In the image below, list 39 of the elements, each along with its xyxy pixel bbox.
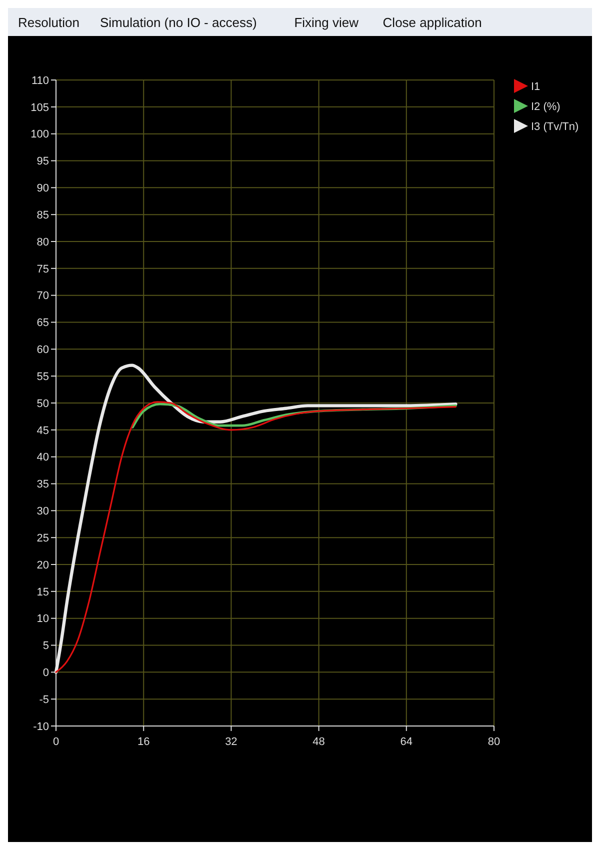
y-tick-label: 15 [36,586,49,598]
y-tick-label: 95 [36,156,49,168]
y-tick-label: 30 [36,506,49,518]
x-tick-label: 48 [312,736,325,748]
text: Resolution [18,15,80,30]
text: Close application [382,15,482,30]
y-tick-label: 50 [36,398,49,410]
legend-label: I3 (Tv/Tn) [531,120,579,133]
x-tick-label: 0 [52,736,60,748]
y-tick-label: -5 [39,694,49,706]
y-tick-label: 80 [36,236,49,248]
y-tick-label: 40 [36,452,49,464]
line-series [131,402,457,428]
text: Fixing view [294,15,360,30]
y-tick-label: 55 [36,370,49,383]
y-tick-label: 65 [36,317,49,330]
x-tick-label: 80 [488,736,500,748]
y-tick-label: 45 [36,424,49,437]
y-tick-label: 5 [42,640,49,652]
y-tick-label: 25 [36,532,49,544]
y-tick-label: 10 [36,613,49,626]
y-tick-label: 85 [36,209,49,222]
y-tick-label: 110 [31,74,49,87]
x-tick-label: 64 [400,736,413,748]
y-tick-label: 35 [36,478,49,491]
y-tick-label: 100 [30,128,49,141]
legend-label: I1 [531,80,540,93]
y-tick-label: -10 [33,720,49,733]
y-tick-label: 90 [36,182,49,195]
y-tick-label: 105 [30,102,49,114]
x-tick-label: 16 [137,736,150,748]
text: Simulation (no IO - access) [100,15,257,30]
x-tick-label: 32 [225,736,238,748]
legend-label: I2 (%) [531,100,560,113]
y-tick-label: 70 [36,290,49,302]
y-tick-label: 20 [36,559,49,572]
y-tick-label: 75 [36,263,49,276]
y-tick-label: 0 [42,667,49,680]
y-tick-label: 60 [36,344,49,356]
